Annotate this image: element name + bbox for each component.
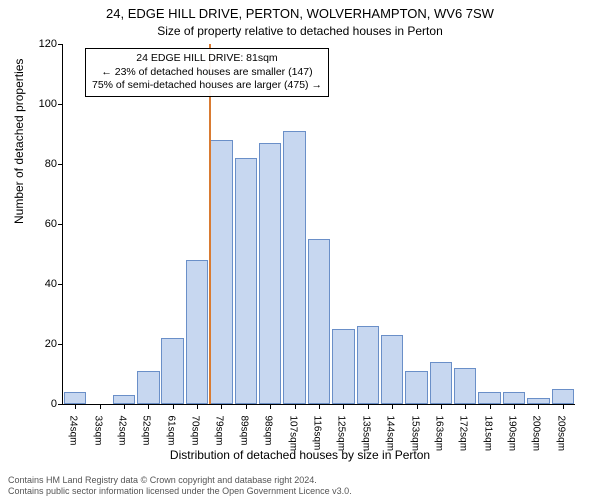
x-tick-label: 33sqm	[92, 416, 103, 446]
info-box-line: 75% of semi-detached houses are larger (…	[92, 79, 322, 93]
x-tick-mark	[124, 404, 125, 409]
histogram-bar	[332, 329, 354, 404]
info-box: 24 EDGE HILL DRIVE: 81sqm← 23% of detach…	[85, 48, 329, 97]
x-tick-label: 52sqm	[141, 416, 152, 446]
plot-area: 02040608010012024sqm33sqm42sqm52sqm61sqm…	[62, 44, 575, 405]
histogram-bar	[186, 260, 208, 404]
histogram-bar	[137, 371, 159, 404]
x-tick-label: 89sqm	[238, 416, 249, 446]
x-tick-mark	[173, 404, 174, 409]
x-tick-mark	[465, 404, 466, 409]
histogram-bar	[283, 131, 305, 404]
x-tick-mark	[319, 404, 320, 409]
x-tick-label: 153sqm	[409, 416, 420, 452]
x-tick-label: 24sqm	[68, 416, 79, 446]
y-tick-mark	[58, 44, 63, 45]
histogram-bar	[381, 335, 403, 404]
histogram-bar	[503, 392, 525, 404]
x-tick-label: 116sqm	[312, 416, 323, 451]
x-tick-label: 125sqm	[336, 416, 347, 452]
y-tick-label: 20	[45, 338, 57, 350]
y-tick-mark	[58, 284, 63, 285]
x-tick-label: 61sqm	[165, 416, 176, 446]
x-tick-label: 98sqm	[263, 416, 274, 446]
y-tick-mark	[58, 104, 63, 105]
x-tick-label: 172sqm	[458, 416, 469, 452]
histogram-bar	[161, 338, 183, 404]
histogram-bar	[552, 389, 574, 404]
y-tick-mark	[58, 224, 63, 225]
x-tick-mark	[538, 404, 539, 409]
x-tick-label: 70sqm	[190, 416, 201, 446]
x-tick-mark	[246, 404, 247, 409]
chart-subtitle: Size of property relative to detached ho…	[0, 24, 600, 38]
x-tick-label: 42sqm	[116, 416, 127, 446]
x-tick-mark	[441, 404, 442, 409]
histogram-bar	[308, 239, 330, 404]
y-tick-label: 60	[45, 218, 57, 230]
footer-attribution: Contains HM Land Registry data © Crown c…	[8, 475, 592, 497]
x-tick-mark	[197, 404, 198, 409]
x-tick-mark	[270, 404, 271, 409]
chart-title: 24, EDGE HILL DRIVE, PERTON, WOLVERHAMPT…	[0, 6, 600, 21]
x-tick-mark	[221, 404, 222, 409]
y-tick-label: 0	[51, 398, 57, 410]
histogram-bar	[357, 326, 379, 404]
footer-line-1: Contains HM Land Registry data © Crown c…	[8, 475, 592, 486]
chart-container: 24, EDGE HILL DRIVE, PERTON, WOLVERHAMPT…	[0, 0, 600, 500]
x-tick-label: 190sqm	[507, 416, 518, 452]
y-tick-mark	[58, 344, 63, 345]
x-axis-label: Distribution of detached houses by size …	[0, 448, 600, 462]
y-tick-label: 80	[45, 158, 57, 170]
y-tick-label: 100	[39, 98, 57, 110]
footer-line-2: Contains public sector information licen…	[8, 486, 592, 497]
info-box-line: 24 EDGE HILL DRIVE: 81sqm	[92, 52, 322, 66]
x-tick-mark	[343, 404, 344, 409]
y-tick-label: 40	[45, 278, 57, 290]
x-tick-mark	[295, 404, 296, 409]
x-tick-mark	[100, 404, 101, 409]
histogram-bar	[113, 395, 135, 404]
histogram-bar	[430, 362, 452, 404]
x-tick-mark	[148, 404, 149, 409]
x-tick-label: 163sqm	[433, 416, 444, 452]
x-tick-mark	[514, 404, 515, 409]
y-tick-mark	[58, 404, 63, 405]
histogram-bar	[405, 371, 427, 404]
marker-line	[209, 44, 211, 404]
x-tick-label: 144sqm	[385, 416, 396, 452]
x-tick-label: 181sqm	[482, 416, 493, 452]
x-tick-mark	[368, 404, 369, 409]
x-tick-label: 107sqm	[287, 416, 298, 452]
histogram-bar	[259, 143, 281, 404]
histogram-bar	[210, 140, 232, 404]
histogram-bar	[478, 392, 500, 404]
x-tick-mark	[563, 404, 564, 409]
info-box-line: ← 23% of detached houses are smaller (14…	[92, 66, 322, 80]
x-tick-mark	[75, 404, 76, 409]
x-tick-mark	[392, 404, 393, 409]
x-tick-mark	[417, 404, 418, 409]
x-tick-label: 200sqm	[531, 416, 542, 452]
x-tick-mark	[490, 404, 491, 409]
y-tick-label: 120	[39, 38, 57, 50]
x-tick-label: 79sqm	[214, 416, 225, 446]
x-tick-label: 135sqm	[360, 416, 371, 452]
x-tick-label: 209sqm	[555, 416, 566, 452]
histogram-bar	[235, 158, 257, 404]
y-tick-mark	[58, 164, 63, 165]
y-axis-label: Number of detached properties	[12, 59, 26, 224]
histogram-bar	[454, 368, 476, 404]
histogram-bar	[64, 392, 86, 404]
